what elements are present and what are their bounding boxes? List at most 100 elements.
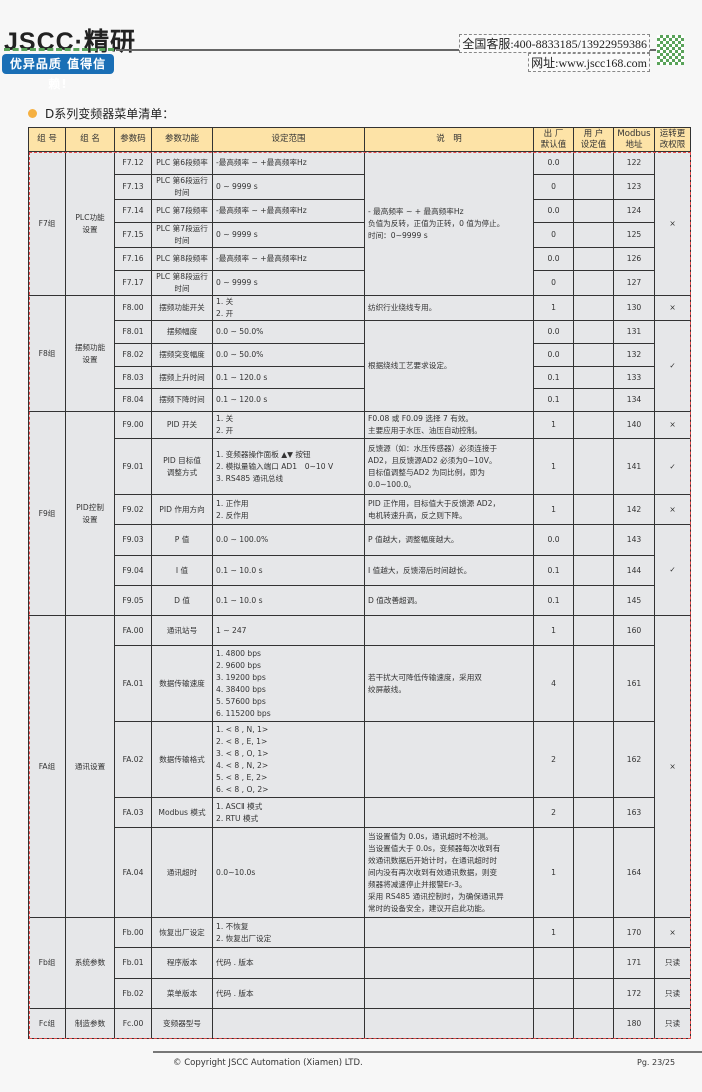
footer-divider: [153, 1051, 702, 1053]
param-function: PID 开关: [151, 411, 213, 439]
param-function: 通讯超时: [151, 827, 213, 918]
param-code: F8.01: [114, 320, 152, 344]
modbus-address: 122: [613, 151, 655, 175]
param-code: F9.01: [114, 438, 152, 495]
modbus-address: 144: [613, 555, 655, 586]
param-code: FA.01: [114, 645, 152, 722]
run-change-permission: ×: [654, 151, 691, 296]
param-code: F7.12: [114, 151, 152, 175]
param-code: F7.17: [114, 270, 152, 296]
param-function: 通讯站号: [151, 615, 213, 646]
modbus-address: 134: [613, 388, 655, 412]
setting-range: 0.0 ~ 50.0%: [212, 343, 365, 367]
factory-default: 0.1: [533, 555, 574, 586]
modbus-address: 140: [613, 411, 655, 439]
user-setting: [573, 174, 614, 200]
setting-range: -最高频率 ~ +最高频率Hz: [212, 151, 365, 175]
setting-range: 0.1 ~ 120.0 s: [212, 388, 365, 412]
table-row: Fc组 制造参数 Fc.00 变频器型号 180 只读: [28, 1008, 691, 1039]
factory-default: 0.1: [533, 366, 574, 389]
description: - 最高频率 ~ + 最高频率Hz 负值为反转，正值为正转，0 值为停止。 时间…: [364, 151, 534, 296]
user-setting: [573, 978, 614, 1009]
setting-range: 0.0 ~ 50.0%: [212, 320, 365, 344]
description: [364, 797, 534, 828]
table-header-row: 组 号组 名参数码 参数功能 设定范围说 明出 厂 默认值用 户 设定值 Modbus…: [28, 127, 691, 152]
user-setting: [573, 247, 614, 271]
section-title-text: D系列变频器菜单清单：: [45, 107, 175, 121]
hotline: 全国客服:400-8833185/13922959386: [459, 34, 650, 53]
factory-default: [533, 947, 574, 979]
table-row: F8.03 摆频上升时间 0.1 ~ 120.0 s 0.1 133: [29, 366, 691, 389]
column-header: Modbus 地址: [613, 127, 655, 152]
param-function: 菜单版本: [151, 978, 213, 1009]
group-id: Fc组: [28, 1008, 66, 1039]
param-function: 摆频功能开关: [151, 295, 213, 321]
description: 根据绕线工艺要求设定。: [364, 320, 534, 412]
param-code: F8.03: [114, 366, 152, 389]
column-header: 组 名: [65, 127, 115, 152]
group-id: FA组: [28, 615, 66, 918]
factory-default: 0: [533, 222, 574, 248]
param-code: Fb.00: [114, 917, 152, 948]
factory-default: 2: [533, 797, 574, 828]
table-row: F9.03 P 值 0.0 ~ 100.0% P 值越大，调整幅度越大。 0.0 143 ✓: [29, 524, 691, 616]
param-code: Fc.00: [114, 1008, 152, 1039]
run-change-permission: ✓: [654, 438, 691, 495]
group-id: F8组: [28, 295, 66, 412]
description: [364, 978, 534, 1009]
setting-range: 1 ~ 247: [212, 615, 365, 646]
factory-default: [533, 978, 574, 1009]
param-code: F8.04: [114, 388, 152, 412]
setting-range: 1. 关 2. 开: [212, 295, 365, 321]
description: [364, 917, 534, 948]
param-function: 摆频上升时间: [151, 366, 213, 389]
group-id: F7组: [28, 151, 66, 296]
param-function: Modbus 模式: [151, 797, 213, 828]
factory-default: 1: [533, 494, 574, 525]
table-row: FA.03 Modbus 模式 1. ASCⅡ 模式 2. RTU 模式 2 163: [29, 797, 691, 828]
table-body: F7组 PLC功能 设置 F7.12 PLC 第6段频率 -最高频率 ~ +最高频率Hz…: [28, 151, 691, 1039]
group-name: 摆频功能 设置: [65, 295, 115, 412]
description: [364, 615, 534, 646]
user-setting: [573, 524, 614, 556]
table-row: F8.01 摆频幅度 0.0 ~ 50.0% 根据绕线工艺要求设定。 0.0 131 ✓: [29, 320, 691, 412]
column-header: 说 明: [364, 127, 534, 152]
factory-default: 2: [533, 721, 574, 798]
setting-range: 0.1 ~ 10.0 s: [212, 555, 365, 586]
description: 当设置值为 0.0s，通讯超时不检测。 当设置值大于 0.0s，变频器每次收到有…: [364, 827, 534, 918]
modbus-address: 163: [613, 797, 655, 828]
website-link[interactable]: 网址:www.jscc168.com: [528, 53, 650, 72]
param-function: PLC 第6段频率: [151, 151, 213, 175]
column-header: 参数功能: [151, 127, 213, 152]
factory-default: 0.0: [533, 524, 574, 556]
param-function: PLC 第6段运行 时间: [151, 174, 213, 200]
param-function: 变频器型号: [151, 1008, 213, 1039]
setting-range: 代码 . 版本: [212, 978, 365, 1009]
param-function: PLC 第8段运行 时间: [151, 270, 213, 296]
modbus-address: 180: [613, 1008, 655, 1039]
parameter-table: 组 号组 名参数码 参数功能 设定范围说 明出 厂 默认值用 户 设定值 Modbus…: [28, 127, 691, 1039]
table-row: FA.02 数据传输格式 1. < 8 , N, 1> 2. < 8 , E, 1>…: [29, 721, 691, 798]
user-setting: [573, 494, 614, 525]
user-setting: [573, 388, 614, 412]
param-code: F8.02: [114, 343, 152, 367]
group-name: PLC功能 设置: [65, 151, 115, 296]
table-row: F8组 摆频功能 设置 F8.00 摆频功能开关 1. 关 2. 开纺织行业绕线专用。 1…: [28, 295, 691, 412]
column-header: 组 号: [28, 127, 66, 152]
user-setting: [573, 366, 614, 389]
setting-range: 1. ASCⅡ 模式 2. RTU 模式: [212, 797, 365, 828]
modbus-address: 142: [613, 494, 655, 525]
param-function: D 值: [151, 585, 213, 616]
factory-default: 4: [533, 645, 574, 722]
param-function: 数据传输格式: [151, 721, 213, 798]
description: [364, 721, 534, 798]
group-name: 制造参数: [65, 1008, 115, 1039]
param-code: F9.05: [114, 585, 152, 616]
factory-default: 0.0: [533, 199, 574, 223]
column-header: 参数码: [114, 127, 152, 152]
user-setting: [573, 438, 614, 495]
param-code: Fb.02: [114, 978, 152, 1009]
param-code: F9.02: [114, 494, 152, 525]
modbus-address: 145: [613, 585, 655, 616]
user-setting: [573, 199, 614, 223]
